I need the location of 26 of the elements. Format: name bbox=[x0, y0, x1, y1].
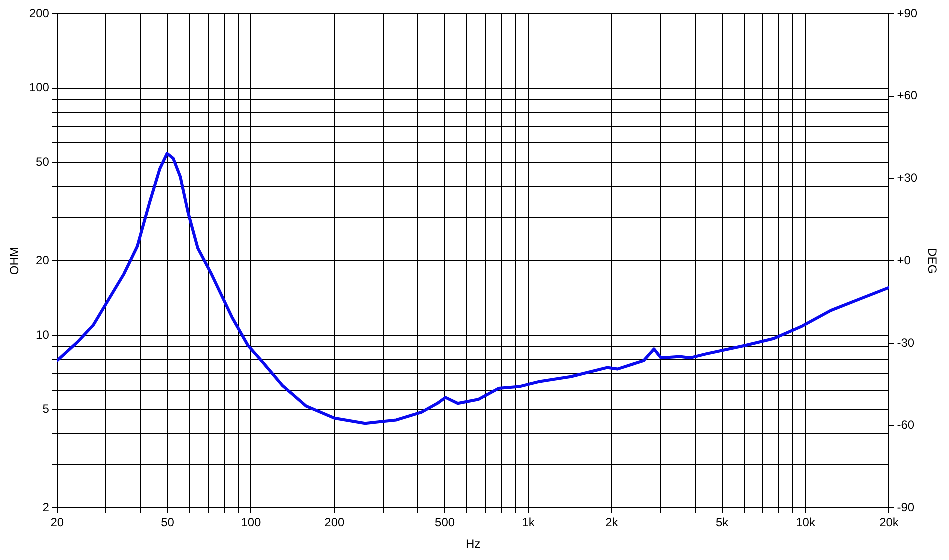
x-tick-label: 200 bbox=[324, 516, 346, 530]
x-tick-label: 5k bbox=[716, 516, 730, 530]
x-axis-title: Hz bbox=[466, 537, 481, 552]
y2-tick-label: +0 bbox=[897, 253, 912, 268]
x-tick-label: 10k bbox=[796, 516, 816, 530]
y-tick-label: 5 bbox=[42, 402, 50, 416]
x-tick-label: 20k bbox=[880, 516, 900, 530]
x-tick-label: 2k bbox=[606, 516, 620, 530]
y2-axis-title: DEG bbox=[925, 248, 940, 274]
y2-tick-label: +90 bbox=[897, 6, 918, 20]
y-tick-label: 100 bbox=[29, 80, 50, 95]
y-tick-label: 200 bbox=[29, 6, 50, 20]
y2-tick-label: -30 bbox=[897, 336, 915, 350]
y-tick-label: 50 bbox=[36, 155, 50, 170]
y-tick-label: 20 bbox=[36, 253, 50, 268]
y2-tick-label: -60 bbox=[897, 418, 915, 432]
y-tick-label: 10 bbox=[36, 328, 50, 342]
y2-tick-label: +60 bbox=[897, 88, 918, 103]
y2-tick-label: +30 bbox=[897, 171, 918, 186]
x-tick-label: 100 bbox=[241, 516, 262, 530]
y2-tick-label: -90 bbox=[897, 500, 915, 515]
x-tick-label: 500 bbox=[435, 516, 456, 530]
y-axis-title: OHM bbox=[8, 247, 22, 276]
x-tick-label: 50 bbox=[161, 516, 175, 530]
y-tick-label: 2 bbox=[42, 500, 50, 515]
x-tick-label: 1k bbox=[522, 516, 536, 530]
